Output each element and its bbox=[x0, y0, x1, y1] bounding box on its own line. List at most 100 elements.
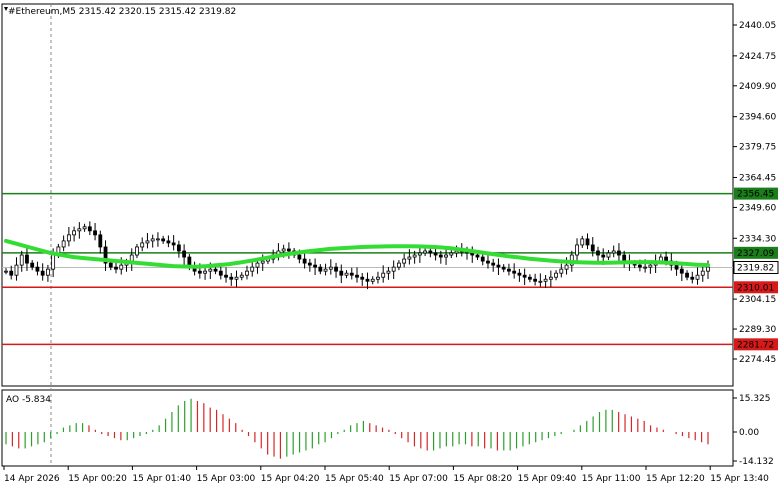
candle-body bbox=[145, 240, 150, 244]
candle-body bbox=[360, 276, 365, 280]
candle-body bbox=[370, 278, 375, 282]
candle-body bbox=[433, 252, 438, 256]
candle-body bbox=[19, 254, 24, 266]
time-tick-label: 15 Apr 03:00 bbox=[197, 474, 256, 484]
candle-body bbox=[679, 268, 684, 274]
candle-body bbox=[72, 230, 77, 236]
candle-body bbox=[82, 226, 87, 230]
candle-body bbox=[512, 270, 517, 274]
candle-body bbox=[606, 252, 611, 258]
candle-body bbox=[402, 258, 407, 264]
time-tick-label: 15 Apr 07:00 bbox=[389, 474, 448, 484]
candle-body bbox=[40, 270, 45, 276]
candle-body bbox=[260, 260, 265, 264]
candle-body bbox=[328, 266, 333, 270]
candle-body bbox=[617, 250, 621, 256]
candle-body bbox=[14, 264, 19, 276]
candle-body bbox=[533, 278, 538, 282]
candle-body bbox=[391, 266, 396, 272]
candle-body bbox=[611, 250, 616, 254]
candle-body bbox=[522, 274, 527, 278]
candle-body bbox=[344, 272, 349, 276]
level-price-label-3: 2281.72 bbox=[737, 340, 774, 350]
candle-body bbox=[30, 262, 35, 268]
time-tick-label: 14 Apr 2026 bbox=[4, 474, 60, 484]
candle-body bbox=[674, 264, 679, 270]
candle-body bbox=[428, 250, 433, 254]
candle-body bbox=[77, 228, 82, 232]
candle-body bbox=[475, 254, 480, 258]
ao-plot-frame bbox=[1, 389, 734, 467]
candle-body bbox=[119, 264, 124, 270]
time-tick-label: 15 Apr 09:40 bbox=[518, 474, 577, 484]
candle-body bbox=[423, 250, 428, 254]
candle-body bbox=[596, 250, 600, 256]
candle-body bbox=[554, 272, 558, 278]
candle-body bbox=[355, 274, 359, 278]
candle-body bbox=[590, 244, 595, 252]
candle-body bbox=[480, 256, 485, 262]
candle-body bbox=[706, 266, 710, 272]
price-tick-label: 2394.60 bbox=[739, 113, 776, 123]
candle-body bbox=[444, 254, 448, 258]
candle-body bbox=[98, 234, 103, 248]
candle-body bbox=[203, 270, 207, 274]
price-tick-label: 2304.15 bbox=[739, 295, 776, 305]
candle-body bbox=[35, 266, 40, 272]
candle-body bbox=[46, 268, 50, 276]
candle-body bbox=[281, 248, 286, 252]
candle-body bbox=[171, 242, 176, 246]
candle-body bbox=[213, 268, 218, 272]
level-price-label-2: 2310.01 bbox=[737, 283, 774, 293]
candle-body bbox=[501, 266, 506, 270]
candle-body bbox=[339, 270, 344, 276]
candle-body bbox=[486, 260, 490, 264]
candle-body bbox=[239, 274, 244, 278]
candle-body bbox=[307, 262, 312, 266]
candle-body bbox=[349, 272, 354, 276]
candle-body bbox=[135, 246, 139, 256]
moving-average-line bbox=[4, 238, 710, 269]
candle-body bbox=[622, 254, 627, 262]
candle-body bbox=[313, 264, 317, 268]
candle-body bbox=[381, 272, 386, 278]
candle-body bbox=[664, 256, 668, 262]
symbol-ohlc-header: #Ethereum,M5 2315.42 2320.15 2315.42 231… bbox=[8, 7, 236, 17]
main-plot-frame bbox=[1, 3, 734, 387]
candle-body bbox=[685, 272, 689, 278]
candle-body bbox=[51, 254, 56, 270]
candle-body bbox=[585, 238, 590, 246]
candle-body bbox=[575, 244, 579, 256]
candle-body bbox=[286, 248, 291, 252]
candle-body bbox=[166, 240, 171, 244]
candle-body bbox=[412, 254, 417, 258]
time-tick-label: 15 Apr 05:40 bbox=[325, 474, 384, 484]
candle-body bbox=[527, 276, 532, 280]
level-price-label-0: 2356.45 bbox=[737, 190, 774, 200]
candle-body bbox=[150, 238, 155, 242]
candle-body bbox=[103, 246, 108, 264]
candle-body bbox=[108, 262, 113, 268]
candle-body bbox=[161, 238, 166, 242]
candle-body bbox=[496, 264, 501, 268]
price-tick-label: 2379.75 bbox=[739, 143, 776, 153]
candle-body bbox=[93, 230, 97, 236]
ao-tick-label: 15.325 bbox=[739, 394, 771, 404]
candle-body bbox=[564, 264, 569, 270]
candle-body bbox=[700, 270, 705, 276]
time-tick-label: 15 Apr 04:20 bbox=[261, 474, 320, 484]
candle-body bbox=[438, 254, 443, 258]
candle-body bbox=[250, 266, 255, 272]
candle-body bbox=[695, 274, 700, 280]
candle-body bbox=[491, 262, 496, 266]
candle-body bbox=[245, 270, 249, 276]
current-price-label: 2319.82 bbox=[737, 263, 774, 273]
candle-body bbox=[548, 276, 553, 280]
time-tick-label: 15 Apr 13:40 bbox=[710, 474, 769, 484]
candle-body bbox=[234, 276, 239, 280]
candle-body bbox=[318, 266, 323, 272]
time-tick-label: 15 Apr 00:20 bbox=[68, 474, 127, 484]
price-tick-label: 2274.45 bbox=[739, 355, 776, 365]
candle-body bbox=[156, 238, 160, 241]
